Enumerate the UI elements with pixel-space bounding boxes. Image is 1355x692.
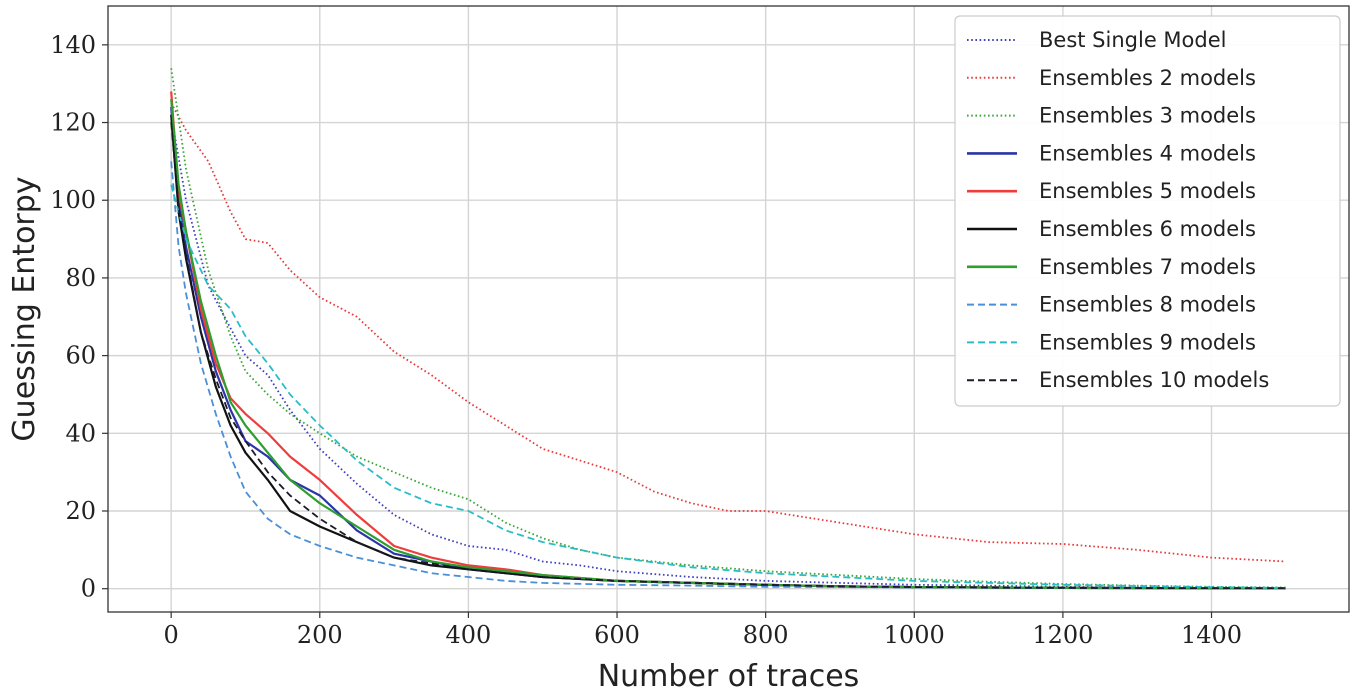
series-line-9 (170, 184, 1286, 589)
x-tick-label: 200 (297, 621, 343, 649)
x-tick-label: 800 (743, 621, 789, 649)
plot-frame (107, 5, 1350, 613)
y-axis-label: Guessing Entorpy (7, 176, 42, 441)
legend-entry: Best Single Model (1039, 28, 1226, 52)
legend-entry: Ensembles 6 models (1039, 217, 1256, 241)
legend-entry: Ensembles 3 models (1039, 104, 1256, 128)
y-tick-label: 20 (65, 497, 96, 525)
legend-entry: Ensembles 9 models (1039, 330, 1256, 354)
series-line-8 (170, 161, 1286, 590)
series-line-2 (170, 102, 1286, 563)
series-lines (170, 68, 1286, 590)
y-tick-label: 140 (50, 31, 96, 59)
series-line-3 (170, 68, 1286, 589)
y-axis-ticks: 0 20 40 60 80 100 120 140 (50, 31, 108, 603)
y-tick-label: 100 (50, 186, 96, 214)
y-tick-label: 0 (81, 575, 96, 603)
series-line-7 (170, 99, 1286, 590)
legend-entry: Ensembles 8 models (1039, 293, 1256, 317)
legend: Best Single Model Ensembles 2 models Ensem… (954, 15, 1341, 407)
y-tick-label: 120 (50, 109, 96, 137)
x-tick-label: 600 (594, 621, 640, 649)
x-tick-label: 0 (164, 621, 179, 649)
legend-entry: Ensembles 4 models (1039, 141, 1256, 165)
x-tick-label: 1400 (1181, 621, 1242, 649)
x-tick-label: 400 (446, 621, 492, 649)
x-tick-label: 1200 (1032, 621, 1093, 649)
series-line-10 (170, 122, 1286, 590)
legend-entry: Ensembles 10 models (1039, 368, 1269, 392)
y-tick-label: 60 (65, 342, 96, 370)
legend-entry: Ensembles 2 models (1039, 66, 1256, 90)
y-tick-label: 80 (65, 264, 96, 292)
legend-entry: Ensembles 7 models (1039, 255, 1256, 279)
y-tick-label: 40 (65, 419, 96, 447)
x-axis-ticks: 0 200 400 600 800 1000 1200 1400 (164, 612, 1242, 649)
x-tick-label: 1000 (884, 621, 945, 649)
x-axis-label: Number of traces (598, 659, 860, 692)
legend-box (954, 15, 1341, 407)
legend-entry: Ensembles 5 models (1039, 179, 1256, 203)
